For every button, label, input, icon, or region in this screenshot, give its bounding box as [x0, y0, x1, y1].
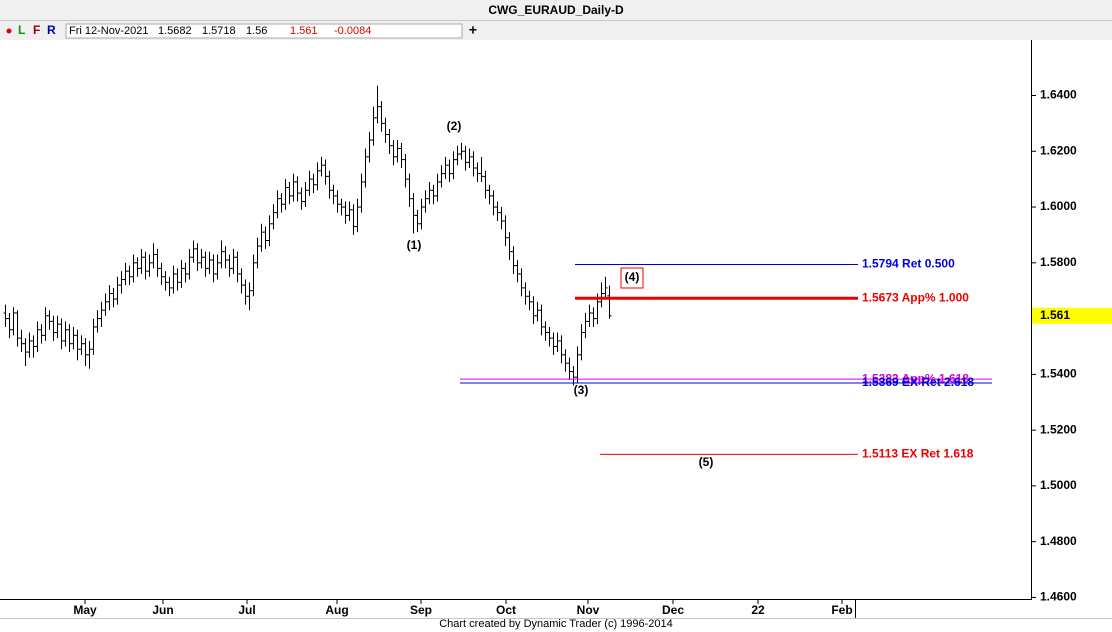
x-tick-label: Feb — [831, 603, 852, 617]
last-price-box — [1032, 307, 1112, 324]
x-tick-label: Aug — [325, 603, 348, 617]
x-tick-label: 22 — [751, 603, 765, 617]
y-tick-label: 1.6200 — [1040, 143, 1077, 157]
toolbar-l[interactable]: L — [18, 23, 25, 37]
last-price-label: 1.561 — [1040, 308, 1070, 322]
wave-box — [620, 267, 644, 289]
y-tick-label: 1.5400 — [1040, 367, 1077, 381]
toolbar-f[interactable]: F — [33, 23, 40, 37]
info-high: 1.5718 — [202, 25, 236, 37]
wave-label: (3) — [574, 383, 589, 397]
info-values: Fri 12-Nov-2021 1.5682 1.5718 1.56 1.561… — [69, 25, 371, 37]
level-label: 1.5673 App% 1.000 — [862, 290, 969, 304]
y-tick-label: 1.4800 — [1040, 534, 1077, 548]
y-tick-label: 1.5200 — [1040, 422, 1077, 436]
y-tick-label: 1.6400 — [1040, 88, 1077, 102]
y-tick-label: 1.5800 — [1040, 255, 1077, 269]
x-tick-label: Nov — [577, 603, 600, 617]
wave-label: (4) — [625, 270, 640, 284]
wave-label: (2) — [447, 119, 462, 133]
x-tick-label: Sep — [410, 603, 432, 617]
info-open: 1.5682 — [158, 25, 192, 37]
chart-title: CWG_EURAUD_Daily-D — [488, 3, 624, 17]
info-box — [65, 23, 463, 39]
info-change: -0.0084 — [334, 25, 371, 37]
x-tick-label: Jul — [238, 603, 255, 617]
info-close: 1.561 — [290, 25, 318, 37]
level-label: 1.5794 Ret 0.500 — [862, 257, 955, 271]
x-tick-label: May — [73, 603, 97, 617]
wave-label: (5) — [699, 455, 714, 469]
info-date: Fri 12-Nov-2021 — [69, 25, 148, 37]
x-tick-label: Jun — [152, 603, 173, 617]
level-label: 1.5383 App% 1.618 — [862, 371, 969, 385]
y-tick-label: 1.4600 — [1040, 590, 1077, 604]
info-low: 1.56 — [246, 25, 267, 37]
toolbar-r[interactable]: R — [47, 23, 56, 37]
footer: Chart created by Dynamic Trader (c) 1996… — [439, 618, 673, 630]
record-icon[interactable] — [6, 28, 12, 34]
level-label: 1.5369 EX Ret 2.618 — [862, 375, 974, 389]
y-tick-label: 1.6000 — [1040, 199, 1077, 213]
wave-label: (1) — [407, 238, 422, 252]
crosshair-icon[interactable]: + — [469, 22, 477, 38]
level-label: 1.5113 EX Ret 1.618 — [862, 447, 974, 461]
y-tick-label: 1.5000 — [1040, 478, 1077, 492]
x-tick-label: Oct — [496, 603, 516, 617]
x-tick-label: Dec — [662, 603, 684, 617]
